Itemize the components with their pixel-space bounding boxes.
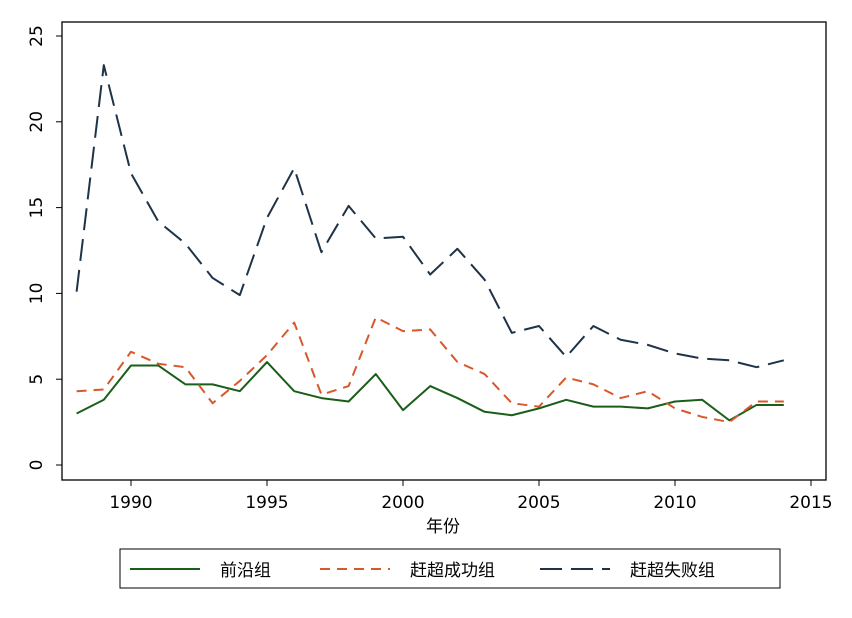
series-line-3 (75, 64, 785, 369)
y-tick-label: 20 (27, 111, 47, 133)
x-tick-label: 2015 (789, 493, 832, 513)
x-tick-label: 2005 (517, 493, 560, 513)
legend-label: 赶超成功组 (410, 561, 495, 581)
legend-entries: 前沿组 赶超成功组 赶超失败组 (130, 561, 715, 581)
y-tick-label: 0 (27, 460, 47, 471)
legend (119, 548, 781, 589)
x-tick-label: 2000 (381, 493, 424, 513)
x-tick-label: 1990 (109, 493, 152, 513)
x-tick-label: 1995 (245, 493, 288, 513)
y-tick-label: 10 (27, 283, 47, 305)
legend-label: 前沿组 (220, 561, 271, 581)
y-tick-label: 15 (27, 197, 47, 219)
x-tick-label: 2010 (653, 493, 696, 513)
legend-label: 赶超失败组 (630, 561, 715, 581)
y-axis: 0 5 10 15 20 25 (27, 25, 62, 470)
x-axis-label: 年份 (426, 517, 460, 537)
plot-frame (61, 21, 827, 481)
y-tick-label: 5 (27, 374, 47, 385)
x-axis: 1990 1995 2000 2005 2010 2015 (109, 480, 833, 513)
y-tick-label: 25 (27, 25, 47, 47)
series-lines (75, 64, 785, 424)
series-line-2 (76, 316, 784, 424)
